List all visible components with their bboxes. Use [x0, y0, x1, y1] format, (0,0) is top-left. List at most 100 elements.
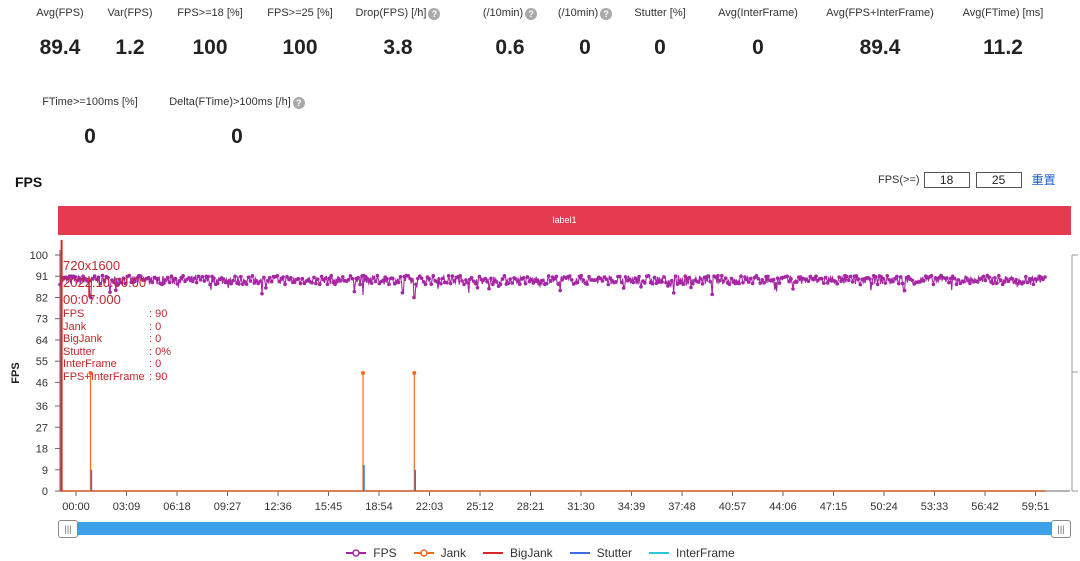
fps-point	[698, 277, 703, 281]
metric-label-text: Var(FPS)	[107, 7, 153, 19]
legend-item-fps[interactable]: FPS	[345, 546, 397, 560]
fps-point	[560, 278, 564, 282]
label-bar[interactable]: label1	[58, 206, 1071, 235]
fps-point	[341, 275, 345, 279]
fps-point	[462, 282, 466, 287]
fps-point	[187, 276, 191, 280]
legend-item-jank[interactable]: Jank	[413, 546, 466, 560]
metric-label: Avg(FPS)	[0, 6, 130, 20]
fps-point	[127, 273, 132, 278]
fps-point	[444, 280, 449, 285]
fps-point	[441, 276, 445, 281]
help-icon[interactable]: ?	[525, 8, 538, 20]
slider-right-handle[interactable]: |||	[1051, 520, 1071, 538]
metric-label: Drop(FPS) [/h]?	[328, 6, 468, 20]
fps-point	[721, 279, 726, 283]
fps-chart[interactable]: 0 9 18 27 36 46 55 64 73 82 91 100 FPS 00:00 03:09 06:1…	[0, 240, 1080, 520]
fps-point	[875, 282, 880, 287]
fps-point	[450, 274, 455, 278]
fps-point	[371, 276, 376, 280]
fps-point	[945, 276, 949, 280]
fps-point	[406, 274, 411, 278]
fps-point	[298, 281, 303, 286]
fps-point	[292, 280, 297, 285]
fps-point	[423, 282, 428, 287]
fps-point	[314, 281, 318, 286]
threshold-input-1[interactable]	[923, 171, 970, 188]
fps-point	[102, 278, 107, 283]
y-tick-label: 82	[36, 292, 48, 304]
fps-point	[489, 276, 493, 281]
fps-point	[356, 275, 360, 280]
legend-label: Jank	[440, 546, 466, 560]
metric-value: 0	[579, 36, 591, 59]
fps-point	[317, 282, 322, 287]
fps-point	[246, 275, 251, 280]
fps-point	[133, 279, 137, 284]
fps-point	[529, 278, 534, 282]
fps-point	[858, 282, 863, 287]
tooltip-key: FPS+InterFrame	[63, 370, 145, 383]
x-tick-label: 18:54	[365, 501, 393, 513]
fps-point	[139, 274, 143, 279]
fps-point	[494, 280, 499, 284]
metric-top-4: Drop(FPS) [/h]? 3.8	[328, 6, 468, 60]
help-icon[interactable]: ?	[600, 8, 613, 20]
fps-point	[525, 275, 530, 279]
threshold-input-2[interactable]	[975, 171, 1022, 188]
fps-point	[775, 276, 780, 280]
fps-point	[410, 278, 414, 283]
fps-point	[773, 282, 778, 286]
fps-point	[896, 281, 901, 286]
slider-track[interactable]	[68, 522, 1061, 535]
fps-point	[681, 282, 686, 287]
metric-label-text: Avg(InterFrame)	[718, 7, 798, 19]
fps-point	[167, 280, 172, 285]
fps-point	[716, 273, 720, 278]
fps-point	[262, 275, 266, 280]
fps-point	[910, 278, 915, 283]
fps-point	[671, 291, 676, 295]
legend-item-stutter[interactable]: Stutter	[569, 546, 632, 560]
chart-legend: FPS Jank BigJank Stutter InterFrame	[0, 546, 1080, 560]
fps-point	[242, 279, 247, 284]
fps-point	[112, 280, 116, 285]
fps-point	[846, 278, 851, 282]
legend-item-bigjank[interactable]: BigJank	[482, 546, 553, 560]
metric-value: 100	[282, 36, 318, 59]
metric-value: 1.2	[115, 36, 145, 59]
fps-point	[643, 281, 647, 285]
y-tick-label: 27	[36, 422, 48, 434]
fps-point	[227, 279, 232, 283]
tooltip-value: : 0	[149, 358, 162, 370]
legend-item-interframe[interactable]: InterFrame	[648, 546, 735, 560]
metric-label-text: FPS>=25 [%]	[267, 7, 333, 19]
fps-point	[723, 276, 728, 280]
x-tick-label: 47:15	[820, 501, 848, 513]
help-icon[interactable]: ?	[292, 97, 305, 109]
metric-value: 89.4	[39, 36, 81, 59]
time-range-slider[interactable]: ||| |||	[58, 520, 1071, 538]
x-tick-label: 12:36	[264, 501, 292, 513]
fps-point	[975, 280, 980, 284]
fps-point	[737, 281, 741, 286]
fps-point	[431, 273, 436, 278]
slider-left-handle[interactable]: |||	[58, 520, 78, 538]
legend-label: BigJank	[509, 546, 553, 560]
metric-top-0: Avg(FPS) 89.4	[0, 6, 130, 60]
reset-link[interactable]: 重置	[1031, 173, 1056, 187]
fps-point	[998, 278, 1003, 282]
fps-point	[491, 282, 495, 287]
fps-point	[766, 274, 770, 279]
tooltip-time: 00:07:000	[63, 292, 121, 307]
metric-top-2: FPS>=18 [%] 100	[140, 6, 280, 60]
metric-top-1: Var(FPS) 1.2	[60, 6, 200, 60]
fps-point	[333, 282, 337, 287]
fps-point	[881, 276, 886, 281]
fps-point	[1002, 280, 1007, 284]
x-tick-label: 44:06	[769, 501, 797, 513]
legend-label: InterFrame	[676, 546, 735, 560]
fps-point	[391, 276, 395, 281]
fps-point	[1043, 275, 1047, 279]
help-icon[interactable]: ?	[428, 8, 441, 20]
